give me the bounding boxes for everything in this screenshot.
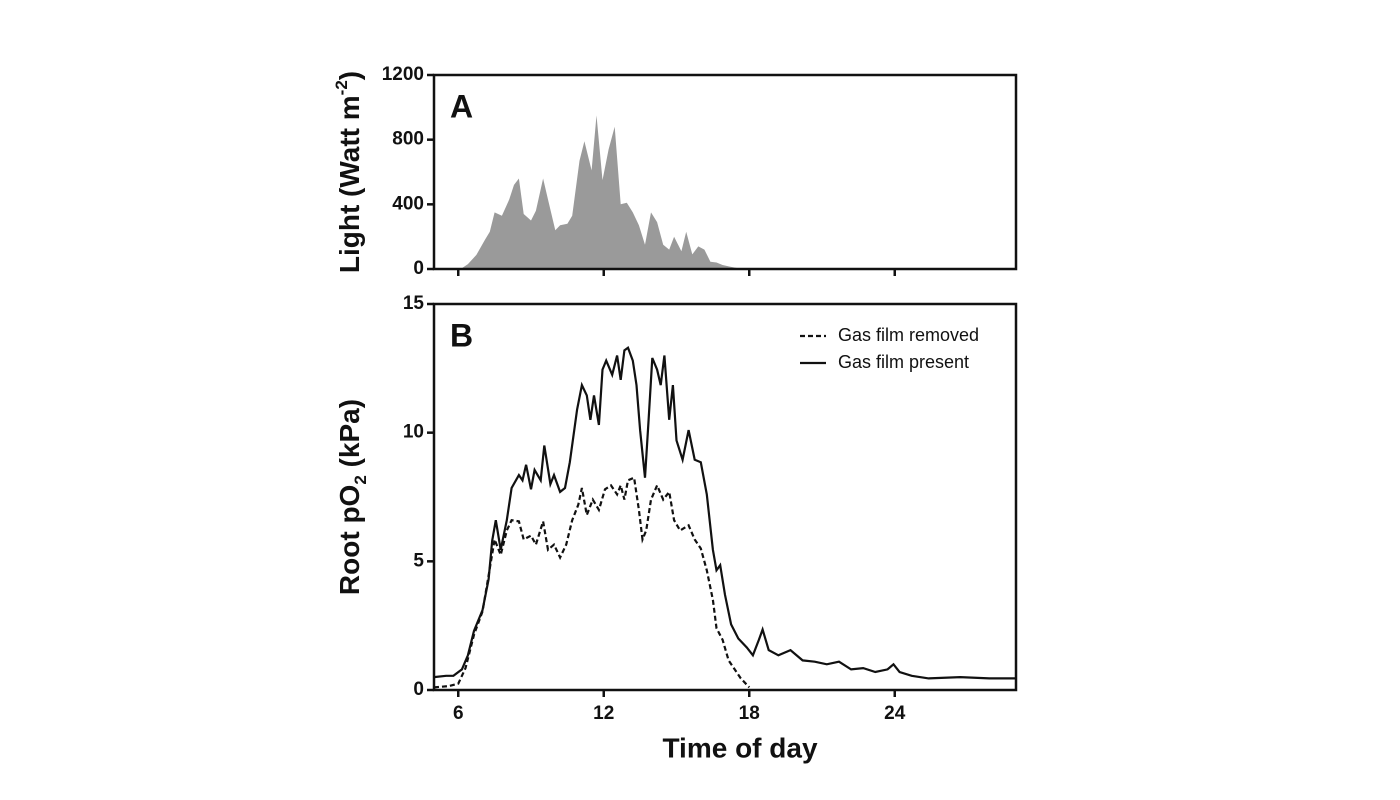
y-tick-label: 10 [403, 422, 424, 443]
panel: Gas film removed Gas film present 0 5 10 15 6 1… [334, 293, 1018, 763]
y-axis-label-part: Root pO [334, 485, 365, 595]
y-axis-label: Root pO2 (kPa) [334, 399, 370, 595]
y-tick-label: 800 [392, 129, 424, 150]
y-axis-label-part: Light (Watt m [334, 95, 365, 273]
x-tick-label: 6 [453, 703, 464, 724]
x-tick-label: 24 [884, 703, 906, 724]
y-axis-label-part: 2 [351, 475, 370, 484]
y-tick-label: 400 [392, 193, 424, 214]
legend-label: Gas film removed [838, 325, 979, 345]
plot-frame [432, 73, 1018, 271]
y-tick-label: 15 [403, 293, 425, 314]
y-tick-label: 0 [413, 258, 424, 279]
y-tick-label: 1200 [382, 64, 424, 85]
y-tick-label: 0 [413, 679, 424, 700]
y-tick-label: 5 [413, 550, 424, 571]
y-axis-label-part: -2 [332, 80, 351, 95]
x-tick-label: 18 [739, 703, 760, 724]
panel: 0 400 800 1200 A Light (Watt m-2) [332, 64, 1018, 279]
plot-frame [432, 302, 1018, 692]
series-line [433, 345, 1016, 680]
y-axis-label-part: (kPa) [334, 399, 365, 475]
panel-label: B [450, 317, 473, 353]
legend-label: Gas film present [838, 352, 969, 372]
x-tick-label: 12 [593, 703, 614, 724]
light-area [434, 115, 1016, 270]
x-axis-label: Time of day [662, 732, 818, 763]
y-axis-label: Light (Watt m-2) [332, 71, 365, 273]
y-axis-label-part: ) [334, 71, 365, 80]
series-line [433, 476, 751, 689]
panel-label: A [450, 88, 473, 124]
